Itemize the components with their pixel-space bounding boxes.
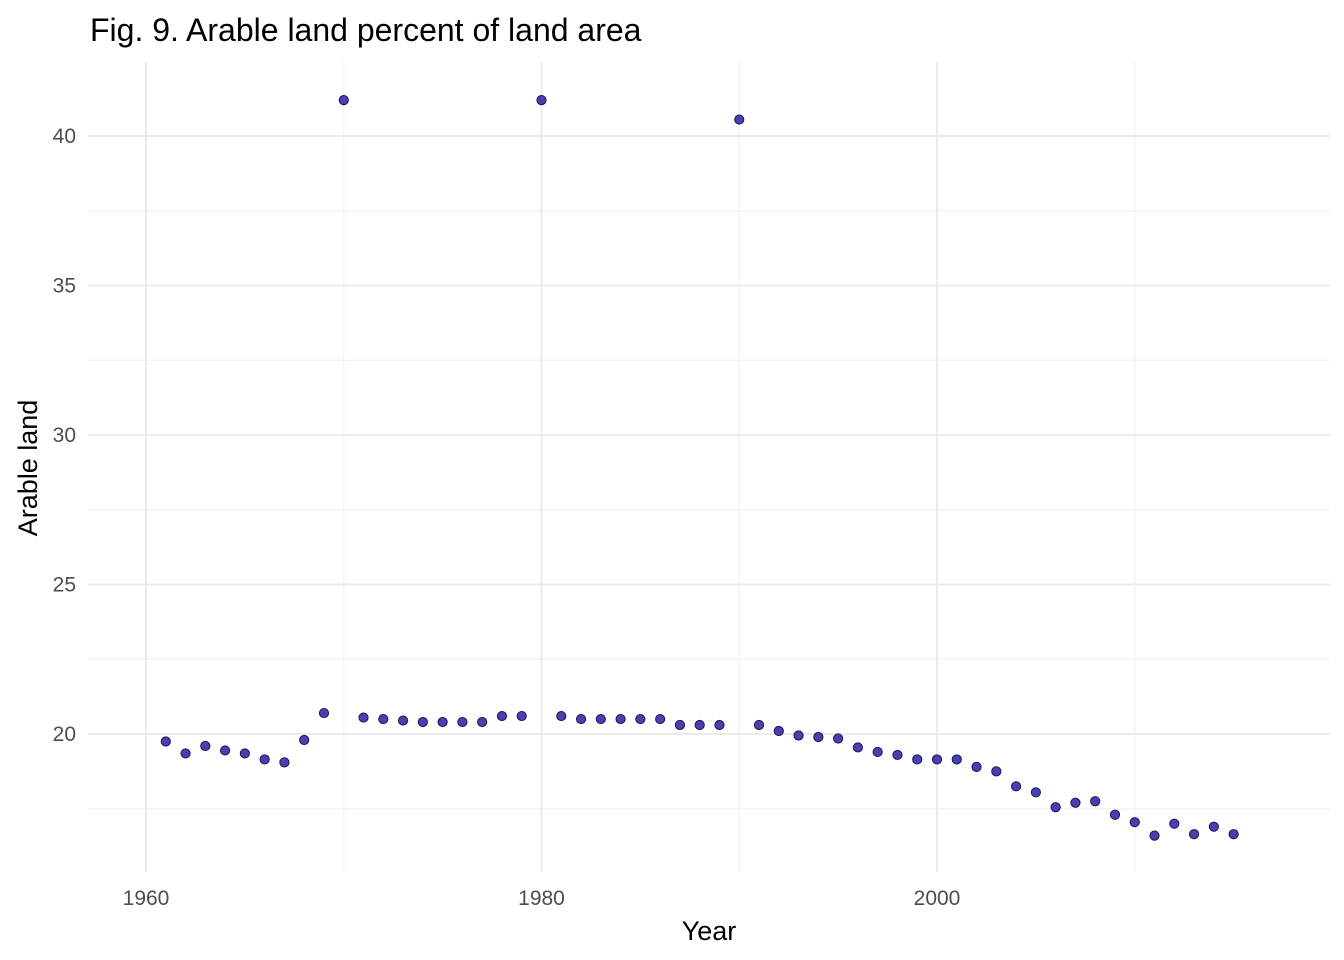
data-point <box>833 733 844 744</box>
data-point <box>180 748 191 759</box>
data-point <box>1011 781 1022 792</box>
data-point <box>714 719 725 731</box>
data-points <box>160 95 1239 841</box>
data-point <box>1169 818 1180 829</box>
data-point <box>1030 787 1041 798</box>
data-point <box>575 713 587 725</box>
data-point <box>1228 829 1239 840</box>
data-point <box>912 754 923 765</box>
data-point <box>951 754 962 765</box>
y-tick-label: 40 <box>53 125 76 148</box>
data-point <box>1188 829 1200 840</box>
data-point <box>477 716 488 728</box>
y-axis-title: Arable land <box>13 400 43 537</box>
data-point <box>516 710 527 722</box>
data-point <box>417 716 428 728</box>
data-point <box>1149 830 1160 841</box>
data-point <box>734 114 745 125</box>
data-point <box>279 757 290 768</box>
data-point <box>299 734 310 746</box>
data-point <box>259 754 270 765</box>
data-point <box>239 748 250 759</box>
data-point <box>793 730 804 741</box>
data-point <box>318 707 330 719</box>
data-point <box>615 713 626 725</box>
data-point <box>338 95 349 106</box>
data-point <box>892 749 903 761</box>
data-point <box>635 713 646 725</box>
axes: 20 25 30 35 40 1960 1980 2000 <box>53 125 961 910</box>
data-point <box>457 716 468 728</box>
grid <box>88 62 1330 872</box>
x-tick-label: 2000 <box>914 887 961 910</box>
x-tick-label: 1960 <box>123 887 170 910</box>
data-point <box>773 725 784 737</box>
data-point <box>655 713 666 725</box>
x-tick-label: 1980 <box>518 887 565 910</box>
data-point <box>595 713 606 725</box>
data-point <box>1208 821 1219 832</box>
data-point <box>397 715 409 726</box>
data-point <box>496 710 508 722</box>
y-tick-label: 30 <box>53 424 76 447</box>
y-tick-label: 20 <box>53 723 76 746</box>
data-point <box>200 740 211 752</box>
data-point <box>753 719 765 731</box>
data-point <box>378 713 389 725</box>
data-point <box>674 719 686 731</box>
data-point <box>931 754 943 765</box>
data-point <box>694 719 705 731</box>
data-point <box>1050 802 1061 813</box>
y-tick-label: 35 <box>53 275 76 298</box>
data-point <box>1070 797 1081 808</box>
data-point <box>1090 796 1101 807</box>
data-point <box>971 761 982 772</box>
x-axis-title: Year <box>682 916 737 946</box>
chart-title: Fig. 9. Arable land percent of land area <box>90 12 642 48</box>
data-point <box>813 731 824 743</box>
data-point <box>358 712 369 723</box>
data-point <box>536 95 547 106</box>
data-point <box>556 710 567 722</box>
y-tick-label: 25 <box>53 574 76 597</box>
data-point <box>220 745 231 756</box>
data-point <box>160 736 171 747</box>
data-point <box>991 766 1002 777</box>
data-point <box>437 716 448 728</box>
data-point <box>1129 817 1140 828</box>
data-point <box>1109 809 1121 820</box>
data-point <box>872 746 883 758</box>
data-point <box>852 742 864 753</box>
